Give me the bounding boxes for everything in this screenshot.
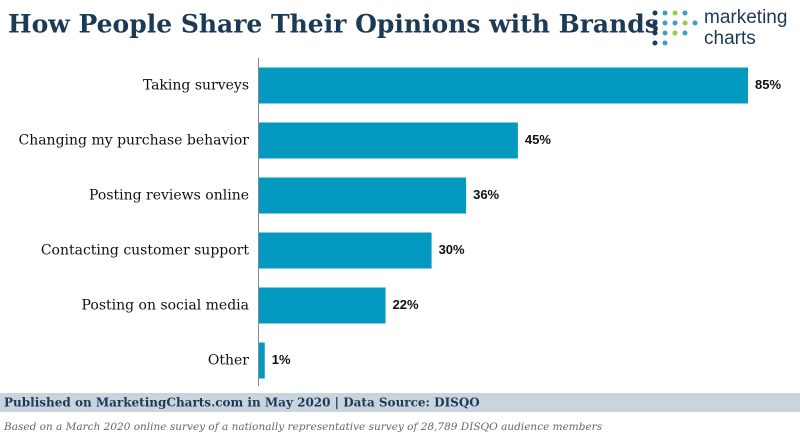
value-label: 45%: [525, 132, 551, 147]
value-label: 30%: [439, 242, 465, 257]
value-label: 1%: [272, 352, 291, 367]
category-label: Other: [208, 353, 249, 369]
category-label: Changing my purchase behavior: [18, 133, 249, 149]
value-label: 22%: [393, 297, 419, 312]
category-label: Taking surveys: [143, 78, 249, 94]
footer-source: Published on MarketingCharts.com in May …: [4, 396, 480, 410]
bar: [259, 287, 386, 324]
category-label: Contacting customer support: [41, 243, 250, 259]
logo-text: marketing: [704, 7, 787, 28]
footer-band: [0, 393, 800, 412]
bar: [259, 342, 265, 379]
value-label: 36%: [473, 187, 499, 202]
chart-title: How People Share Their Opinions with Bra…: [8, 10, 659, 39]
bar: [259, 232, 432, 269]
category-label: Posting reviews online: [89, 188, 249, 204]
logo-text: charts: [704, 28, 756, 49]
bar: [259, 67, 748, 104]
logo-icon: [652, 10, 698, 46]
category-label: Posting on social media: [82, 298, 249, 314]
footer-note: Based on a March 2020 online survey of a…: [3, 421, 603, 433]
bar: [259, 122, 518, 159]
value-label: 85%: [755, 77, 781, 92]
bar: [259, 177, 467, 214]
